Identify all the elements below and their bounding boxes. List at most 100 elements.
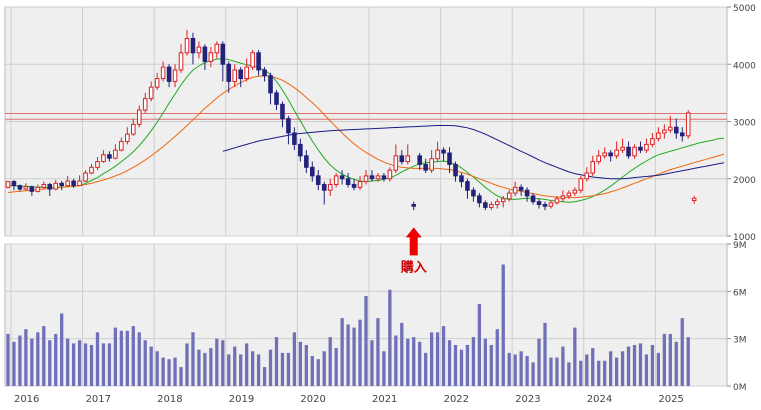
- candle-body: [47, 183, 53, 190]
- volume-bar: [209, 348, 213, 386]
- candle-body: [208, 52, 214, 62]
- y-tick-label: 5000: [733, 4, 756, 14]
- candle-body: [459, 175, 464, 183]
- volume-bar: [197, 349, 201, 386]
- candle-body: [351, 183, 357, 188]
- candle-body: [399, 155, 405, 163]
- candle-body: [339, 175, 345, 180]
- candle-body: [214, 43, 220, 54]
- volume-bar: [620, 351, 625, 386]
- candle-body: [483, 202, 488, 208]
- candle-body: [327, 183, 333, 191]
- volume-bar: [573, 327, 577, 386]
- volume-bar: [614, 357, 619, 386]
- volume-bar: [537, 338, 541, 386]
- candle-body: [435, 149, 440, 160]
- volume-bar: [382, 351, 386, 386]
- candle-body: [673, 126, 679, 134]
- candle-body: [268, 75, 273, 94]
- volume-bar: [447, 340, 452, 386]
- candle-body: [5, 181, 11, 188]
- candle-body: [620, 146, 625, 151]
- candle-body: [518, 186, 524, 191]
- volume-bar: [549, 357, 553, 386]
- volume-bar: [543, 322, 547, 386]
- y-tick-label: 2000: [733, 176, 756, 186]
- volume-bar: [155, 351, 159, 386]
- candle-body: [71, 180, 76, 187]
- volume-bar: [24, 329, 28, 386]
- volume-bar: [435, 332, 440, 386]
- candle-body: [226, 63, 232, 82]
- candle-body: [53, 182, 59, 190]
- volume-bar: [143, 340, 147, 386]
- candle-body: [411, 204, 417, 207]
- candle-body: [542, 204, 548, 207]
- x-tick-label: 2020: [300, 394, 325, 405]
- volume-bar: [262, 367, 267, 386]
- candle-body: [333, 175, 339, 185]
- candle-body: [59, 182, 64, 187]
- candle-body: [626, 146, 631, 157]
- volume-bar: [167, 359, 171, 386]
- candle-body: [602, 152, 607, 157]
- candle-body: [685, 112, 691, 137]
- candle-body: [83, 172, 88, 182]
- candle-body: [393, 155, 399, 171]
- volume-bar: [304, 344, 308, 386]
- candle-body: [29, 186, 35, 192]
- volume-bar: [113, 327, 118, 386]
- volume-bar: [215, 338, 219, 386]
- candle-body: [644, 143, 649, 151]
- candle-body: [548, 202, 554, 207]
- candle-body: [500, 198, 506, 203]
- candle-body: [101, 154, 106, 163]
- candle-body: [566, 192, 572, 197]
- volume-bar: [89, 344, 94, 386]
- volume-bar: [459, 349, 464, 386]
- candle-body: [292, 132, 297, 145]
- volume-bar: [18, 335, 22, 386]
- candle-body: [679, 132, 685, 137]
- candle-body: [166, 66, 172, 82]
- volume-bar: [119, 330, 123, 386]
- candle-body: [447, 152, 452, 165]
- volume-bar: [668, 333, 672, 386]
- candle-body: [554, 198, 560, 204]
- volume-bar: [245, 343, 249, 386]
- volume-bar: [173, 357, 177, 386]
- x-tick-label: 2023: [515, 394, 540, 405]
- volume-bar: [400, 322, 404, 386]
- volume-bar: [346, 324, 350, 386]
- volume-bar: [531, 362, 535, 386]
- candle-body: [298, 143, 303, 157]
- candle-body: [315, 175, 321, 185]
- candle-body: [596, 155, 602, 163]
- volume-bar: [352, 327, 356, 386]
- volume-bar: [60, 313, 64, 386]
- candle-body: [113, 149, 118, 159]
- candle-body: [190, 37, 196, 54]
- volume-bar: [107, 343, 112, 386]
- candle-body: [286, 118, 291, 134]
- candle-body: [77, 180, 82, 187]
- volume-bar: [680, 318, 684, 386]
- volume-bar: [597, 360, 601, 386]
- candle-body: [662, 129, 667, 134]
- buy-arrow-icon: [405, 227, 422, 256]
- candle-body: [691, 197, 697, 202]
- candle-body: [506, 192, 512, 200]
- candle-body: [196, 46, 202, 54]
- candle-body: [405, 155, 411, 163]
- volume-bar: [191, 332, 195, 386]
- candle-body: [590, 161, 596, 174]
- candle-body: [238, 69, 243, 80]
- volume-bar: [280, 352, 285, 386]
- volume-bar: [364, 296, 368, 386]
- volume-bar: [638, 343, 643, 386]
- volume-bar: [656, 352, 661, 386]
- candle-body: [262, 69, 267, 77]
- candle-body: [35, 186, 41, 192]
